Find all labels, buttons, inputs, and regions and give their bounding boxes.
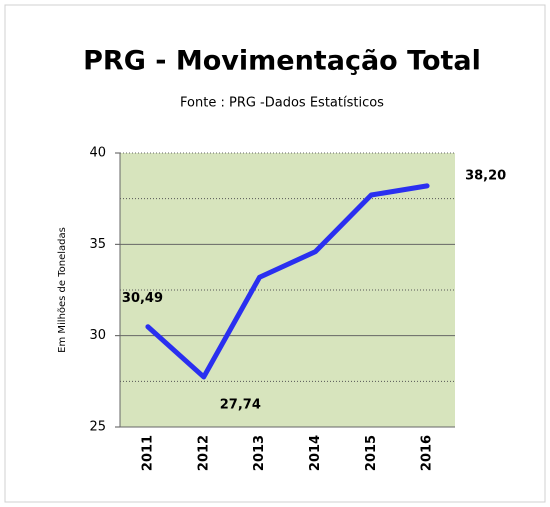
data-label: 38,20 xyxy=(465,168,506,183)
x-tick-label: 2012 xyxy=(196,435,211,471)
data-label: 27,74 xyxy=(220,397,261,412)
data-label: 30,49 xyxy=(122,291,163,306)
y-tick-label: 25 xyxy=(89,420,106,435)
line-series xyxy=(145,183,430,380)
x-tick-label: 2016 xyxy=(420,435,435,471)
y-axis-label: Em Milhões de Toneladas xyxy=(57,227,68,353)
x-tick-label: 2015 xyxy=(364,435,379,471)
y-tick-label: 30 xyxy=(89,328,106,343)
x-tick-label: 2011 xyxy=(140,435,155,471)
y-tick-label: 35 xyxy=(89,237,106,252)
y-tick-label: 40 xyxy=(89,146,106,161)
plot-area xyxy=(120,153,455,427)
chart-subtitle: Fonte : PRG -Dados Estatísticos xyxy=(180,96,384,111)
chart-title: PRG - Movimentação Total xyxy=(83,46,481,77)
x-tick-label: 2013 xyxy=(252,435,267,471)
x-tick-label: 2014 xyxy=(308,435,323,471)
